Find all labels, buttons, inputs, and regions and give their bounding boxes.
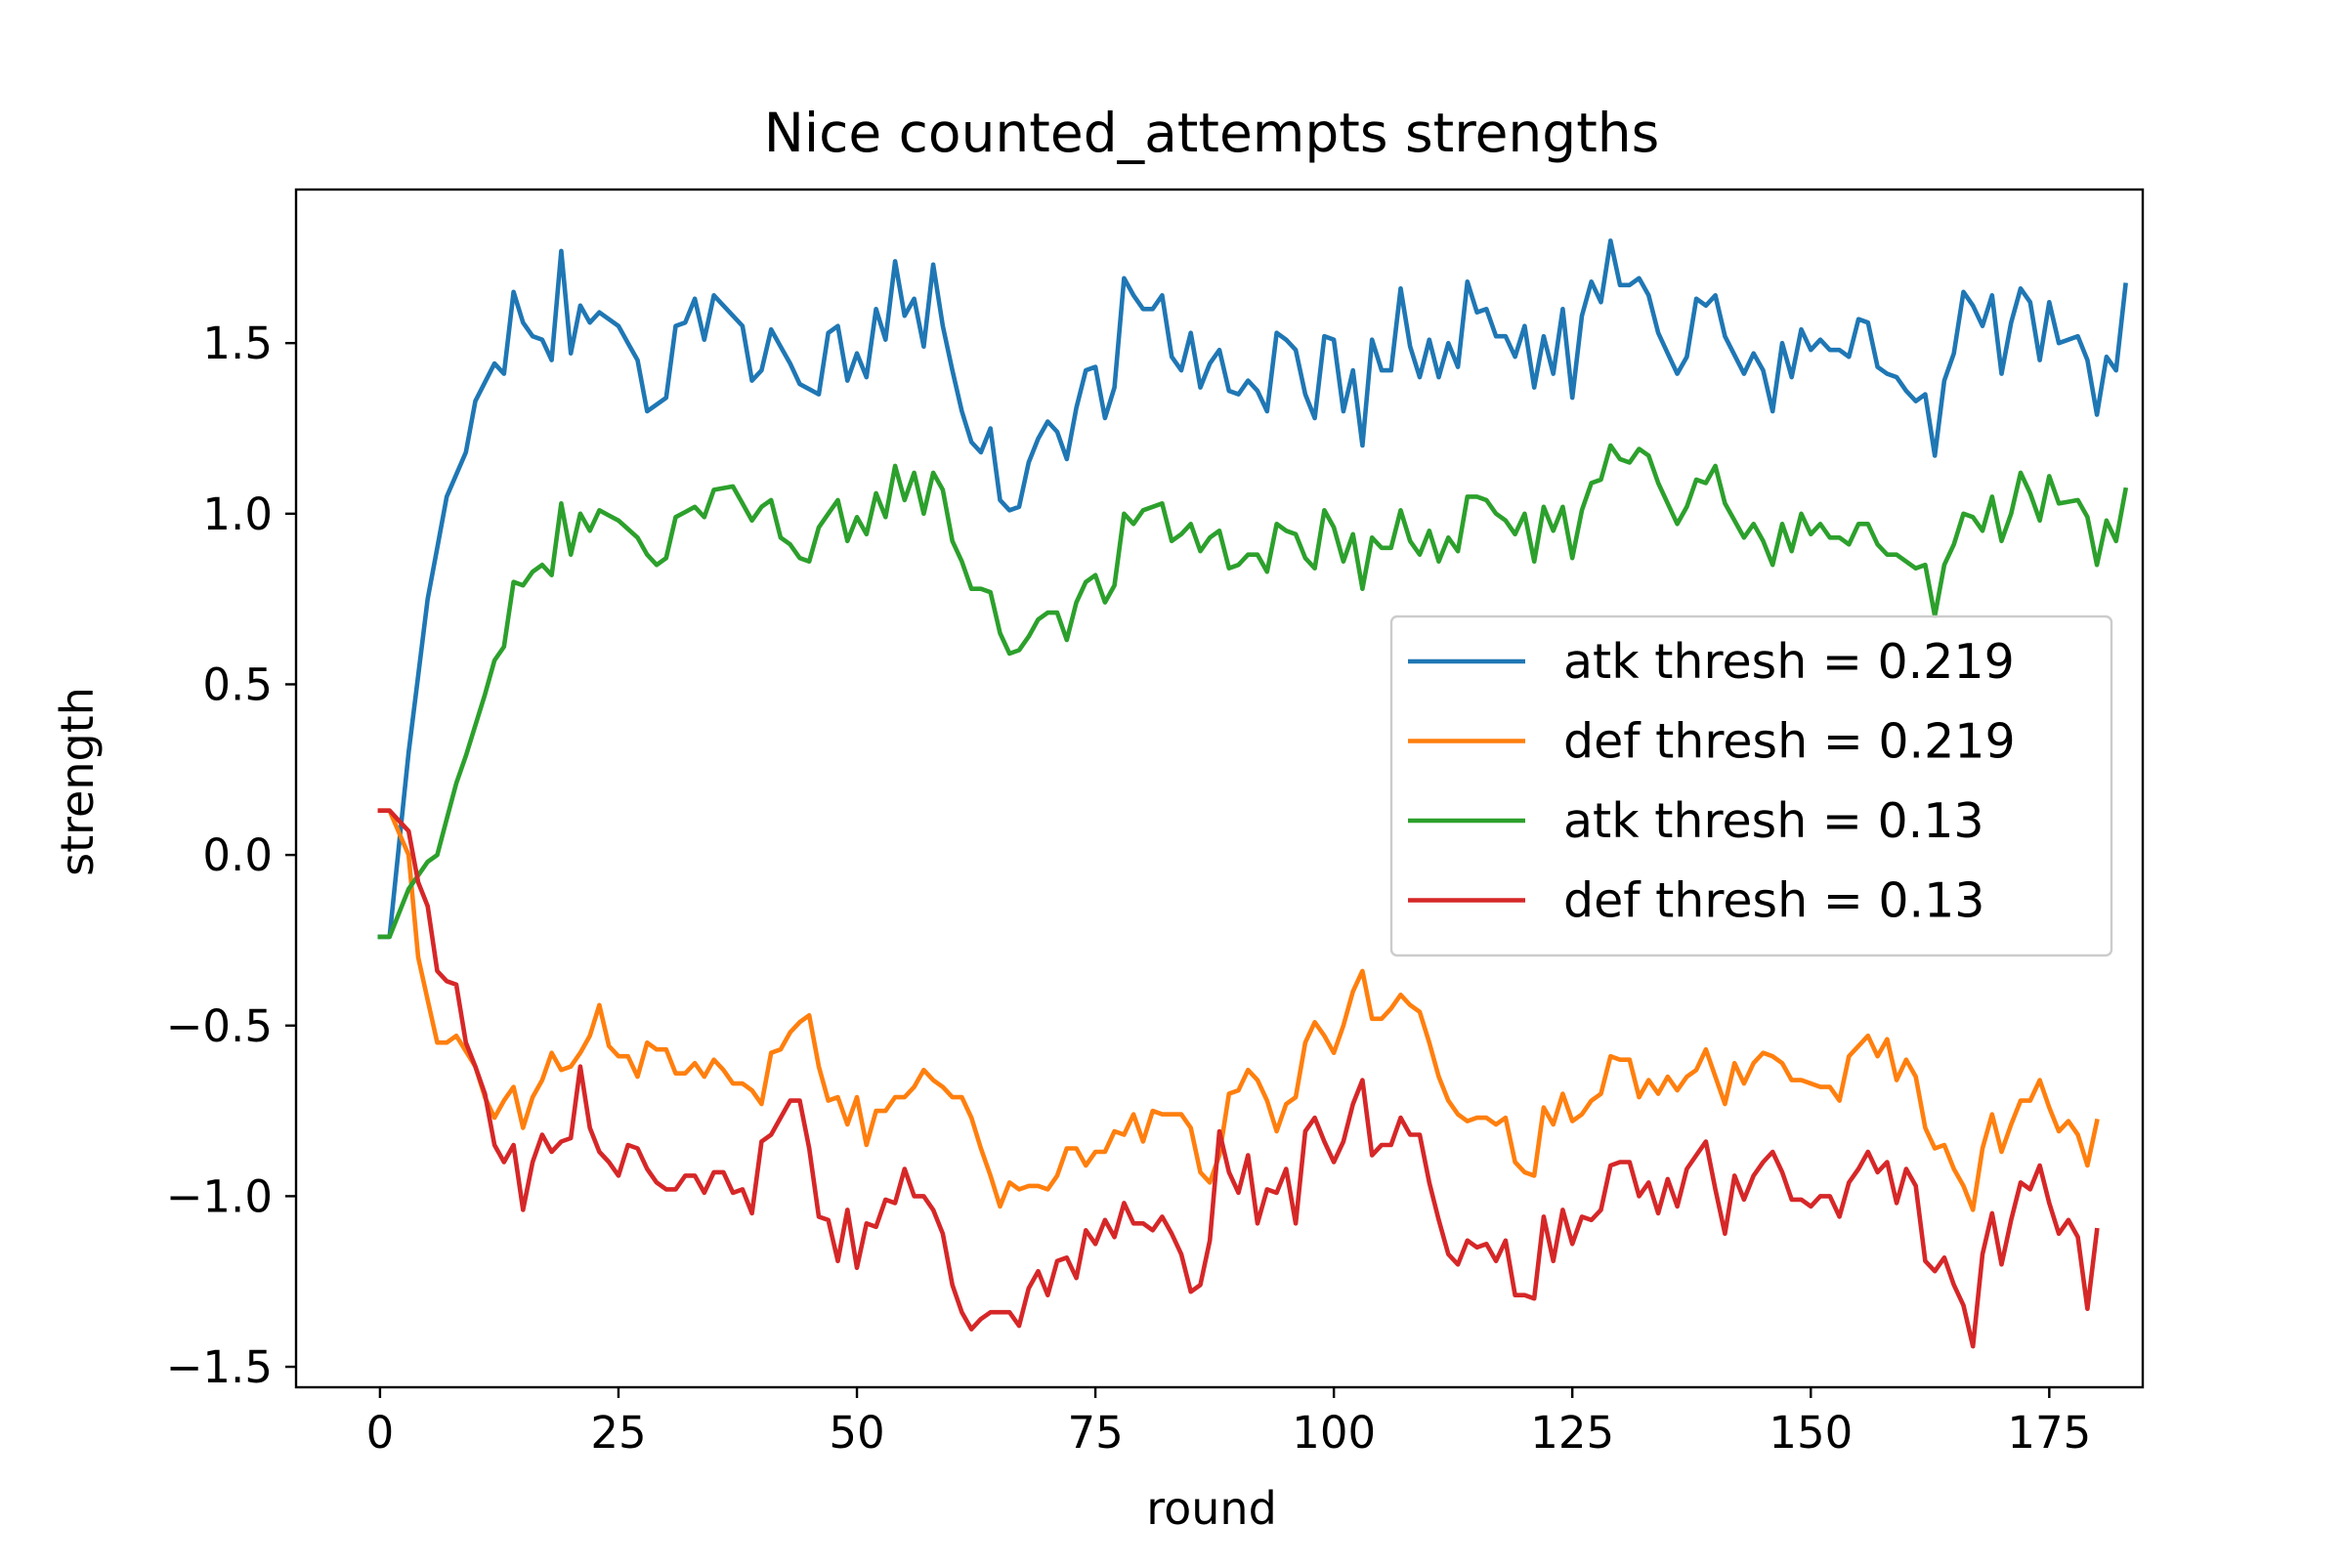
series-line-1 [377,238,2128,940]
x-tick-label: 150 [1769,1407,1853,1459]
plot-area [294,188,2145,1389]
y-axis-label: strength [51,687,104,876]
series-line-3 [377,443,2129,940]
y-tick-label: 1.0 [202,488,273,540]
x-axis-label: round [1146,1482,1277,1535]
y-tick-label: −1.0 [166,1170,273,1222]
y-tick-label: −1.5 [166,1341,273,1393]
series-line-2 [377,808,2100,1212]
x-tick-label: 125 [1530,1407,1614,1459]
y-tick-label: 1.5 [202,318,273,369]
x-tick-label: 100 [1292,1407,1376,1459]
series-line-4 [377,808,2100,1349]
y-axis-ticks: 1.5 1.0 0.5 0.0 −0.5 −1.0 −1.5 [166,318,296,1393]
legend: atk thresh = 0.219 def thresh = 0.219 atk … [1389,614,2113,957]
y-tick-label: 0.0 [202,829,273,881]
x-tick-label: 175 [2007,1407,2091,1459]
legend-label-3: atk thresh = 0.13 [1563,793,1984,849]
plot-frame [294,188,2145,1389]
legend-label-4: def thresh = 0.13 [1563,873,1984,929]
legend-label-1: atk thresh = 0.219 [1563,634,2015,690]
x-axis-ticks: 0 25 50 75 100 125 150 175 [366,1387,2091,1459]
x-tick-label: 0 [366,1407,395,1459]
y-tick-label: −0.5 [166,1000,273,1052]
x-tick-label: 25 [590,1407,646,1459]
chart-title: Nice counted_attempts strengths [764,102,1660,164]
x-tick-label: 50 [829,1407,884,1459]
x-tick-label: 75 [1067,1407,1123,1459]
legend-label-2: def thresh = 0.219 [1563,714,2016,770]
y-tick-label: 0.5 [202,658,273,710]
legend-box [1389,614,2113,957]
